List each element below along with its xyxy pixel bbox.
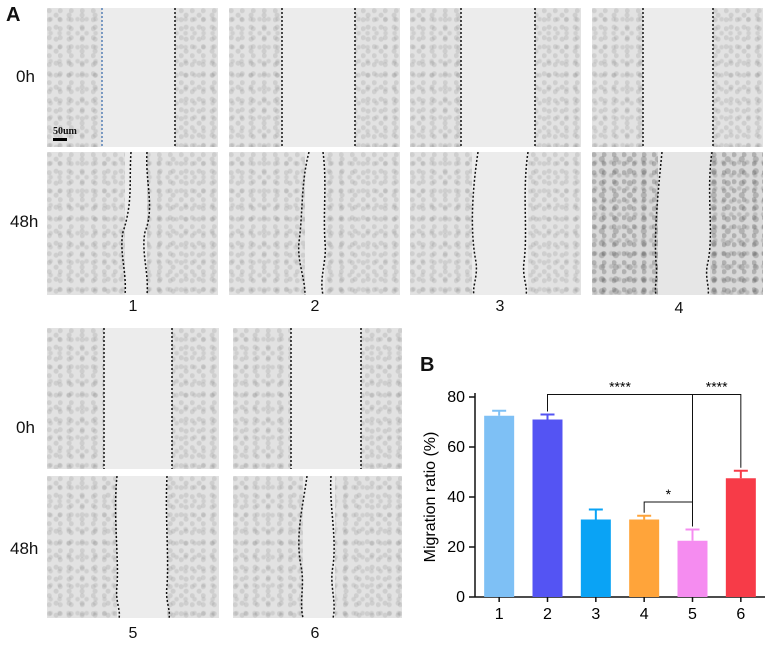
- bar-5: [677, 540, 708, 597]
- group-label-1: 1: [128, 298, 138, 315]
- bar-3: [580, 519, 611, 597]
- group-label-6: 6: [310, 625, 320, 642]
- y-tick-label: 0: [456, 589, 465, 606]
- micrograph-1-48h: [47, 152, 218, 295]
- panel-a-letter: A: [6, 4, 21, 26]
- group-label-5: 5: [128, 625, 138, 642]
- significance-bracket: [692, 394, 742, 527]
- x-tick-label: 3: [591, 606, 600, 623]
- micrograph-3-48h: [410, 152, 581, 295]
- group-label-4: 4: [674, 300, 684, 317]
- x-tick-label: 4: [640, 606, 649, 623]
- row-label-0h-bottom: 0h: [16, 418, 35, 437]
- bar-6: [725, 478, 756, 597]
- row-label-48h-bottom: 48h: [10, 539, 39, 558]
- significance-label: ****: [706, 379, 728, 395]
- micrograph-5-0h: [47, 328, 219, 469]
- x-tick-label: 6: [736, 606, 745, 623]
- y-tick-label: 80: [447, 389, 465, 406]
- bar-1: [484, 415, 515, 597]
- micrograph-4-48h: [592, 152, 763, 295]
- micrograph-4-0h: [592, 8, 763, 147]
- panel-b-letter: B: [420, 354, 435, 376]
- micrograph-1-0h: 50um: [47, 8, 218, 147]
- row-label-48h-top: 48h: [10, 212, 39, 231]
- y-tick-label: 60: [447, 439, 465, 456]
- micrograph-3-0h: [410, 8, 581, 147]
- significance-label: *: [666, 486, 672, 502]
- y-axis-title: Migration ratio (%): [422, 432, 439, 563]
- x-tick-label: 2: [543, 606, 552, 623]
- y-tick-label: 40: [447, 489, 465, 506]
- scale-bar: 50um: [53, 126, 77, 141]
- y-tick-label: 20: [447, 539, 465, 556]
- significance-bracket: [547, 394, 693, 527]
- x-tick-label: 5: [688, 606, 697, 623]
- bar-2: [532, 419, 563, 597]
- group-label-2: 2: [310, 298, 320, 315]
- significance-label: ****: [609, 379, 631, 395]
- micrograph-2-0h: [229, 8, 400, 147]
- micrograph-6-48h: [233, 476, 402, 618]
- bar-4: [629, 519, 660, 597]
- group-label-3: 3: [495, 298, 505, 315]
- row-label-0h-top: 0h: [16, 67, 35, 86]
- micrograph-5-48h: [47, 476, 219, 618]
- micrograph-6-0h: [233, 328, 402, 469]
- x-tick-label: 1: [495, 606, 504, 623]
- micrograph-2-48h: [229, 152, 400, 295]
